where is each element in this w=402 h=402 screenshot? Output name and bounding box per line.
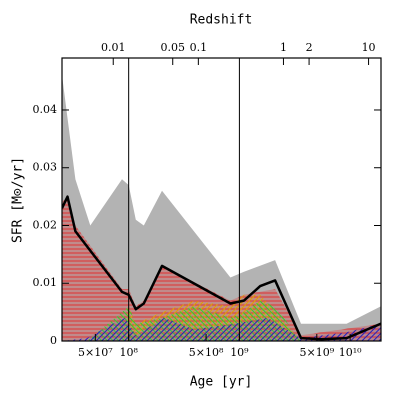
y-tick-label: 0.01 — [33, 276, 58, 289]
x-axis-label: Age [yr] — [190, 375, 253, 390]
y-tick-label: 0.03 — [33, 161, 58, 174]
x-tick-label: 10⁹ — [230, 346, 249, 359]
y-tick-label: 0.04 — [33, 103, 58, 116]
x-tick-label: 5×10⁹ — [299, 346, 334, 359]
sfr-area — [62, 75, 381, 341]
sfr-area — [62, 317, 381, 341]
plot-frame — [61, 57, 382, 342]
x2-tick-label: 2 — [306, 41, 313, 54]
y-axis-label: SFR [M⊙/yr] — [11, 157, 26, 243]
x-tick-label: 10⁸ — [119, 346, 138, 359]
x2-tick-label: 0.05 — [160, 41, 185, 54]
y-tick-label: 0 — [50, 334, 57, 347]
y-tick-label: 0.02 — [33, 218, 58, 231]
x2-tick-label: 10 — [362, 41, 376, 54]
x2-tick-label: 1 — [280, 41, 287, 54]
x-tick-label: 10¹⁰ — [339, 346, 362, 359]
x2-tick-label: 0.01 — [101, 41, 126, 54]
plot-area — [62, 75, 381, 341]
chart-title: Redshift — [190, 13, 253, 28]
sfr-line — [62, 195, 381, 341]
x-tick-label: 5×10⁷ — [78, 346, 113, 359]
x-tick-label: 5×10⁸ — [189, 346, 224, 359]
x2-tick-label: 0.1 — [190, 41, 208, 54]
